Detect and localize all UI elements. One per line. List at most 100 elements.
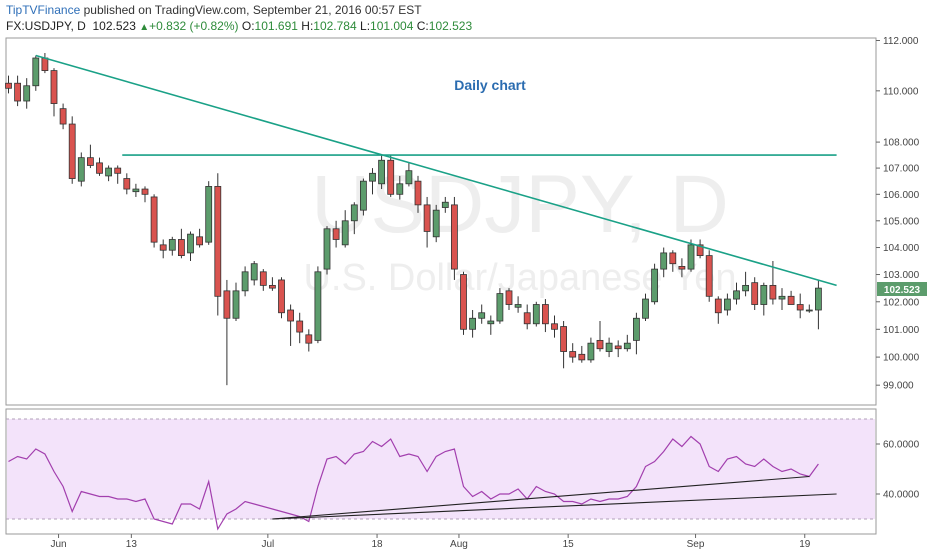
candle-body: [388, 160, 394, 194]
candle-body: [442, 202, 448, 207]
candle-body: [788, 296, 794, 304]
rsi-band: [7, 419, 875, 519]
candle-body: [215, 186, 221, 296]
candle-body: [815, 288, 821, 310]
candle-body: [670, 253, 676, 264]
candle-body: [160, 245, 166, 250]
candle-body: [97, 163, 103, 173]
candle-body: [87, 158, 93, 166]
candle-body: [15, 83, 21, 101]
candle: [652, 264, 658, 305]
candle-body: [60, 109, 66, 124]
candle-body: [279, 280, 285, 313]
price-tick-label: 108.000: [883, 138, 920, 149]
candle: [279, 277, 285, 318]
price-tick-label: 99.000: [883, 381, 914, 392]
candle-body: [451, 205, 457, 269]
candle-body: [461, 275, 467, 330]
x-tick-label: Sep: [687, 539, 705, 550]
price-tick-label: 102.000: [883, 297, 920, 308]
candle-body: [743, 285, 749, 290]
candle-body: [78, 158, 84, 182]
candle-body: [479, 313, 485, 319]
candle-body: [260, 272, 266, 286]
candle-body: [624, 343, 630, 349]
candle: [324, 226, 330, 274]
candle: [69, 116, 75, 183]
candle: [388, 155, 394, 197]
price-tag-label: 102.523: [884, 285, 921, 296]
candle-body: [24, 86, 30, 101]
candle: [379, 155, 385, 189]
candle-body: [734, 291, 740, 299]
candle-body: [206, 186, 212, 242]
candle-body: [188, 234, 194, 253]
price-tick-label: 110.000: [883, 86, 919, 97]
candle-body: [142, 189, 148, 194]
candle-body: [652, 269, 658, 302]
candle-body: [542, 305, 548, 324]
candle-body: [242, 272, 248, 291]
candle-body: [169, 239, 175, 250]
candle: [360, 179, 366, 216]
price-tick-label: 103.000: [883, 270, 920, 281]
x-tick-label: 18: [371, 539, 383, 550]
candle-body: [570, 352, 576, 358]
candle-body: [643, 299, 649, 318]
daily-chart-annotation: Daily chart: [454, 77, 526, 93]
price-tick-label: 105.000: [883, 216, 920, 227]
candle-body: [133, 189, 139, 192]
candle-body: [151, 197, 157, 242]
candle-body: [561, 327, 567, 352]
x-tick-label: 19: [799, 539, 811, 550]
price-tick-label: 101.000: [883, 325, 920, 336]
candle-body: [333, 229, 339, 240]
candle: [706, 250, 712, 302]
x-tick-label: 15: [563, 539, 575, 550]
candle-body: [178, 239, 184, 255]
candle-body: [342, 221, 348, 245]
candle-body: [724, 299, 730, 310]
rsi-tick-label: 60.0000: [883, 440, 920, 451]
candle-body: [6, 83, 12, 88]
price-tick-label: 112.000: [883, 36, 919, 47]
candle-body: [379, 160, 385, 184]
candle-body: [415, 181, 421, 205]
candle-body: [324, 229, 330, 269]
candle-body: [579, 354, 585, 360]
candle-body: [424, 205, 430, 232]
candle-body: [251, 264, 257, 280]
candle-body: [297, 321, 303, 332]
candle-body: [552, 324, 558, 330]
candle-body: [115, 168, 121, 173]
candle: [315, 266, 321, 343]
candle-body: [806, 310, 812, 311]
candle-body: [606, 343, 612, 351]
candle-body: [661, 253, 667, 269]
x-tick-label: Aug: [450, 539, 468, 550]
candle-body: [633, 318, 639, 340]
candle-body: [51, 71, 57, 104]
candle: [151, 194, 157, 247]
rsi-tick-label: 40.0000: [883, 490, 920, 501]
candle: [215, 173, 221, 315]
candle: [33, 55, 39, 90]
candle: [451, 197, 457, 280]
candle: [433, 205, 439, 242]
candle-body: [370, 173, 376, 181]
candle-body: [197, 237, 203, 245]
candle-body: [233, 291, 239, 318]
candle-body: [515, 305, 521, 308]
candle-body: [397, 184, 403, 195]
candle-body: [752, 283, 758, 305]
candle-body: [588, 343, 594, 360]
candle-body: [124, 179, 130, 190]
x-tick-label: Jun: [50, 539, 66, 550]
candle-body: [69, 124, 75, 179]
candle-body: [269, 285, 275, 288]
candle-body: [688, 245, 694, 269]
candle: [206, 181, 212, 245]
candle-body: [488, 321, 494, 324]
candle-body: [351, 205, 357, 221]
